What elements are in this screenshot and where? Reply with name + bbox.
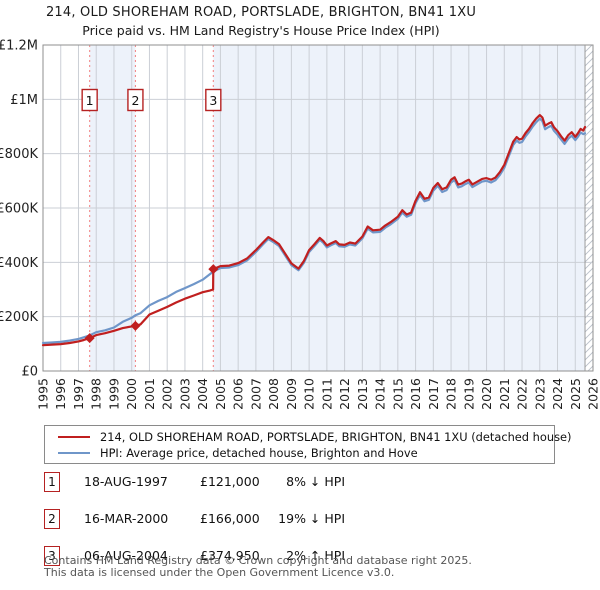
x-tick-label: 2016 [408,378,423,410]
plot-border [42,44,594,372]
data-series [41,113,587,347]
x-tick-label: 2001 [142,378,157,410]
sale-price-marker [84,333,95,344]
hpi-line [41,117,587,345]
x-tick-label: 2018 [444,378,459,410]
x-tick-label: 2022 [515,378,530,410]
x-tick-label: 2026 [586,378,600,410]
x-tick-label: 2005 [213,378,228,410]
sale-date-lines [89,45,214,371]
x-tick-label: 2017 [426,378,441,410]
x-tick-label: 2009 [284,378,299,410]
transaction-price: £121,000 [200,474,260,489]
y-tick-label: £400K [0,256,38,271]
license-footer: Contains HM Land Registry data © Crown c… [44,555,472,578]
price-paid-line-swatch [58,436,90,438]
sale-number-box [127,88,144,112]
x-tick-label: 2008 [266,378,281,410]
y-tick-label: £800K [0,147,38,162]
transaction-hpi-delta: 8% ↓ HPI [286,474,345,489]
sale-price-marker [208,264,219,275]
transaction-hpi-delta: 2% ↑ HPI [286,548,345,563]
hpi-line-swatch [58,452,90,454]
page-title: 214, OLD SHOREHAM ROAD, PORTSLADE, BRIGH… [45,5,477,20]
legend-item-price-paid: 214, OLD SHOREHAM ROAD, PORTSLADE, BRIGH… [58,429,571,445]
x-tick-label: 2015 [390,378,405,410]
x-tick-label: 1997 [71,378,86,410]
plot-frame [42,44,594,372]
transaction-price: £166,000 [200,511,260,526]
sale-number-box [205,88,222,112]
transaction-price: £374,950 [200,548,260,563]
footer-line-1: Contains HM Land Registry data © Crown c… [44,554,472,567]
x-tick-label: 2012 [337,378,352,410]
sale-number-label: 2 [131,93,139,108]
x-tick-label: 2023 [532,378,547,410]
transaction-number-badge: 1 [44,472,60,492]
x-tick-label: 1998 [89,378,104,410]
transaction-hpi-delta: 19% ↓ HPI [278,511,345,526]
x-tick-label: 2025 [568,378,583,410]
price-paid-line [41,113,587,347]
sale-markers [84,264,219,344]
x-tick-label: 1996 [53,378,68,410]
x-tick-label: 2003 [177,378,192,410]
y-tick-label: £200K [0,310,38,325]
y-tick-label: £1.2M [0,39,38,54]
x-tick-label: 1999 [106,378,121,410]
y-tick-label: £1M [10,93,38,108]
legend-label: HPI: Average price, detached house, Brig… [100,446,418,460]
x-tick-label: 2002 [160,378,175,410]
x-tick-label: 2011 [319,378,334,410]
sale-number-label: 1 [86,93,94,108]
transaction-date: 16-MAR-2000 [84,511,169,526]
transaction-row: 3 06-AUG-2004 £374,950 2% ↑ HPI [44,546,364,567]
x-tick-label: 2014 [373,378,388,410]
x-tick-label: 2013 [355,378,370,410]
transaction-row: 2 16-MAR-2000 £166,000 19% ↓ HPI [44,509,364,530]
transaction-number-badge: 2 [44,509,60,529]
transaction-number-badge: 3 [44,546,60,566]
y-tick-label: £600K [0,202,38,217]
x-tick-label: 2006 [231,378,246,410]
footer-line-2: This data is licensed under the Open Gov… [44,565,395,579]
sale-number-box [81,88,98,112]
legend-label: 214, OLD SHOREHAM ROAD, PORTSLADE, BRIGH… [100,430,572,444]
x-tick-label: 2007 [248,378,263,410]
transaction-row: 1 18-AUG-1997 £121,000 8% ↓ HPI [44,472,364,493]
sale-number-boxes: 1 2 3 [81,88,222,112]
transaction-date: 06-AUG-2004 [84,548,168,563]
sale-price-marker [130,320,141,331]
legend: 214, OLD SHOREHAM ROAD, PORTSLADE, BRIGH… [44,425,571,464]
x-tick-label: 2000 [124,378,139,410]
transaction-date: 18-AUG-1997 [84,474,168,489]
x-tick-label: 1995 [36,378,51,410]
sale-number-label: 3 [209,93,217,108]
y-tick-label: £0 [21,365,38,380]
x-tick-label: 2004 [195,378,210,410]
page-subtitle: Price paid vs. HM Land Registry's House … [82,23,440,38]
x-tick-label: 2019 [461,378,476,410]
x-tick-label: 2010 [302,378,317,410]
x-tick-label: 2020 [479,378,494,410]
legend-item-hpi: HPI: Average price, detached house, Brig… [58,445,554,461]
x-tick-label: 2021 [497,378,512,410]
x-tick-label: 2024 [550,378,565,410]
